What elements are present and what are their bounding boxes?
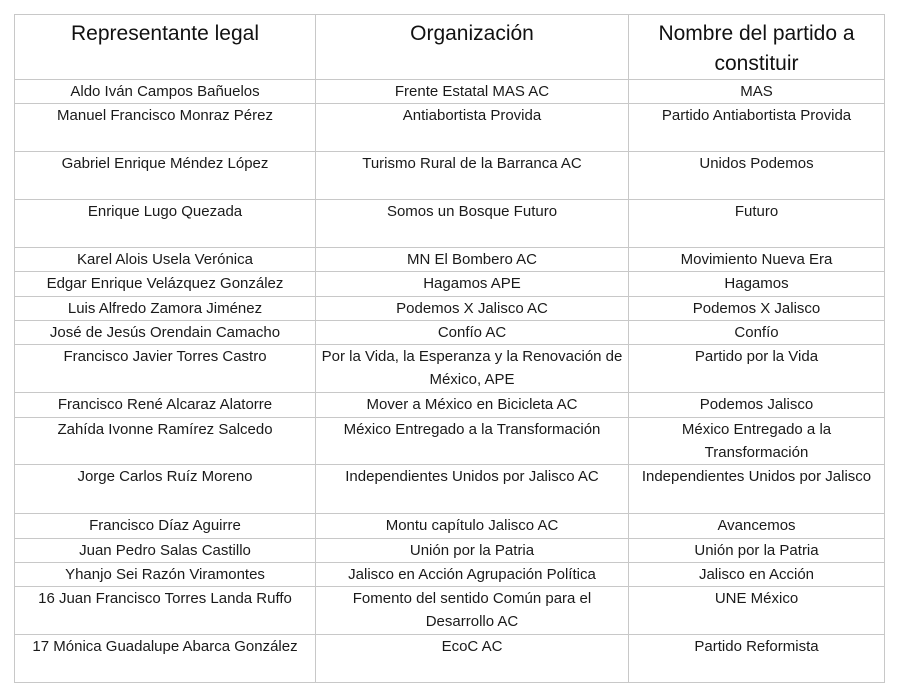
organizacion-cell: Frente Estatal MAS AC bbox=[315, 79, 629, 104]
partido-cell: Movimiento Nueva Era bbox=[628, 247, 885, 272]
table-row: Francisco Díaz Aguirre Montu capítulo Jal… bbox=[14, 513, 885, 539]
representante-cell: Francisco René Alcaraz Alatorre bbox=[14, 392, 316, 418]
partido-cell: MAS bbox=[628, 79, 885, 104]
partido-cell: Hagamos bbox=[628, 271, 885, 297]
partido-cell: Jalisco en Acción bbox=[628, 562, 885, 587]
table-row: Edgar Enrique Velázquez González Hagamos … bbox=[14, 271, 885, 297]
table-row: 16 Juan Francisco Torres Landa Ruffo Fome… bbox=[14, 586, 885, 635]
table-row: Gabriel Enrique Méndez López Turismo Rura… bbox=[14, 151, 885, 200]
organizacion-cell: Unión por la Patria bbox=[315, 538, 629, 563]
header-organizacion: Organización bbox=[315, 14, 629, 80]
organizacion-cell: Podemos X Jalisco AC bbox=[315, 296, 629, 321]
organizacion-cell: Fomento del sentido Común para el Desarr… bbox=[315, 586, 629, 635]
representante-cell: Manuel Francisco Monraz Pérez bbox=[14, 103, 316, 152]
representante-cell: Luis Alfredo Zamora Jiménez bbox=[14, 296, 316, 321]
organizacion-cell: México Entregado a la Transformación bbox=[315, 417, 629, 465]
partido-cell: Avancemos bbox=[628, 513, 885, 539]
table-row: Karel Alois Usela Verónica MN El Bombero … bbox=[14, 247, 885, 272]
table-row: Juan Pedro Salas Castillo Unión por la Pa… bbox=[14, 538, 885, 563]
representante-cell: Francisco Díaz Aguirre bbox=[14, 513, 316, 539]
table-row: Zahída Ivonne Ramírez Salcedo México Entr… bbox=[14, 417, 885, 465]
representante-cell: Aldo Iván Campos Bañuelos bbox=[14, 79, 316, 104]
representante-cell: Francisco Javier Torres Castro bbox=[14, 344, 316, 393]
organizacion-cell: Jalisco en Acción Agrupación Política bbox=[315, 562, 629, 587]
table-row: Enrique Lugo Quezada Somos un Bosque Futu… bbox=[14, 199, 885, 248]
organizacion-cell: EcoC AC bbox=[315, 634, 629, 683]
organizacion-cell: Hagamos APE bbox=[315, 271, 629, 297]
table-row: Luis Alfredo Zamora Jiménez Podemos X Jal… bbox=[14, 296, 885, 321]
partido-cell: Futuro bbox=[628, 199, 885, 248]
organizacion-cell: Montu capítulo Jalisco AC bbox=[315, 513, 629, 539]
representante-cell: José de Jesús Orendain Camacho bbox=[14, 320, 316, 345]
representante-cell: Gabriel Enrique Méndez López bbox=[14, 151, 316, 200]
representante-cell: 17 Mónica Guadalupe Abarca González bbox=[14, 634, 316, 683]
representante-cell: Edgar Enrique Velázquez González bbox=[14, 271, 316, 297]
table-row: 17 Mónica Guadalupe Abarca González EcoC … bbox=[14, 634, 885, 683]
partido-cell: Independientes Unidos por Jalisco bbox=[628, 464, 885, 514]
table-row: Francisco Javier Torres Castro Por la Vid… bbox=[14, 344, 885, 393]
representante-cell: Zahída Ivonne Ramírez Salcedo bbox=[14, 417, 316, 465]
partido-cell: UNE México bbox=[628, 586, 885, 635]
organizacion-cell: Confío AC bbox=[315, 320, 629, 345]
table-row: Jorge Carlos Ruíz Moreno Independientes U… bbox=[14, 464, 885, 514]
partido-cell: Unidos Podemos bbox=[628, 151, 885, 200]
partido-cell: México Entregado a la Transformación bbox=[628, 417, 885, 465]
organizacion-cell: Antiabortista Provida bbox=[315, 103, 629, 152]
representante-cell: Karel Alois Usela Verónica bbox=[14, 247, 316, 272]
table-row: Aldo Iván Campos Bañuelos Frente Estatal … bbox=[14, 79, 885, 104]
partido-cell: Partido Antiabortista Provida bbox=[628, 103, 885, 152]
partido-cell: Confío bbox=[628, 320, 885, 345]
organizacion-cell: Independientes Unidos por Jalisco AC bbox=[315, 464, 629, 514]
representante-cell: Enrique Lugo Quezada bbox=[14, 199, 316, 248]
table-row: José de Jesús Orendain Camacho Confío AC C… bbox=[14, 320, 885, 345]
representante-cell: Jorge Carlos Ruíz Moreno bbox=[14, 464, 316, 514]
organizacion-cell: Por la Vida, la Esperanza y la Renovació… bbox=[315, 344, 629, 393]
partido-cell: Podemos Jalisco bbox=[628, 392, 885, 418]
table-row: Francisco René Alcaraz Alatorre Mover a M… bbox=[14, 392, 885, 418]
header-partido: Nombre del partido a constituir bbox=[628, 14, 885, 80]
table-row: Yhanjo Sei Razón Viramontes Jalisco en Ac… bbox=[14, 562, 885, 587]
organizacion-cell: MN El Bombero AC bbox=[315, 247, 629, 272]
representante-cell: Juan Pedro Salas Castillo bbox=[14, 538, 316, 563]
partido-cell: Partido Reformista bbox=[628, 634, 885, 683]
header-representante: Representante legal bbox=[14, 14, 316, 80]
header-row: Representante legal Organización Nombre … bbox=[14, 14, 885, 80]
parties-table: Representante legal Organización Nombre … bbox=[14, 14, 885, 683]
organizacion-cell: Turismo Rural de la Barranca AC bbox=[315, 151, 629, 200]
representante-cell: 16 Juan Francisco Torres Landa Ruffo bbox=[14, 586, 316, 635]
partido-cell: Partido por la Vida bbox=[628, 344, 885, 393]
table-row: Manuel Francisco Monraz Pérez Antiabortis… bbox=[14, 103, 885, 152]
partido-cell: Unión por la Patria bbox=[628, 538, 885, 563]
organizacion-cell: Mover a México en Bicicleta AC bbox=[315, 392, 629, 418]
partido-cell: Podemos X Jalisco bbox=[628, 296, 885, 321]
organizacion-cell: Somos un Bosque Futuro bbox=[315, 199, 629, 248]
representante-cell: Yhanjo Sei Razón Viramontes bbox=[14, 562, 316, 587]
